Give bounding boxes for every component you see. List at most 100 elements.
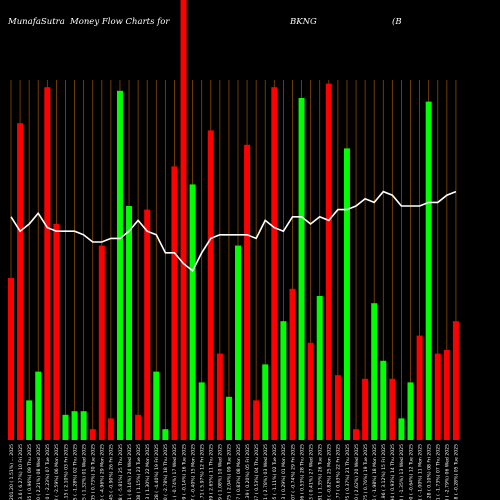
money-flow-bar xyxy=(89,429,96,440)
x-tick-label: 4519.18 ( -0.28%) 05 Tue 2025 xyxy=(454,444,460,500)
money-flow-bar xyxy=(126,206,133,440)
chart-title-site: MunafaSutra xyxy=(7,17,65,27)
money-flow-bar xyxy=(389,378,396,440)
x-tick-label: 4498.77 ( 0.63%) 22 Fri 2025 xyxy=(336,444,342,500)
x-tick-label: 5064.60 ( -2.78%) 18 Thu 2025 xyxy=(163,444,169,500)
money-flow-bar xyxy=(71,411,78,440)
x-tick-label: 0 ( -2.23%) 07 Tue 2025 xyxy=(45,444,51,500)
x-tick-label: 4307.71 ( -1.00%) 11 Mon 2025 xyxy=(417,444,423,500)
money-flow-bar xyxy=(298,98,305,440)
x-axis-tick-labels: 5201.20 ( 1.51%) ... 2025 5303.6 ( 6.27%)… xyxy=(9,444,460,500)
money-flow-bar xyxy=(343,148,350,440)
x-tick-label: 4434.88 ( -2.79%) 06 Wed 2025 xyxy=(445,444,451,500)
money-flow-bar xyxy=(189,184,196,440)
money-flow-bar xyxy=(180,0,187,440)
money-flow-bar xyxy=(53,224,60,440)
chart-title-company: (B xyxy=(392,16,402,27)
x-tick-label: 4280.00 ( -0.64%) 12 Tue 2025 xyxy=(408,444,414,500)
money-flow-bar xyxy=(207,130,214,440)
money-flow-bar xyxy=(198,382,205,440)
x-tick-label: 5141.53 ( 1.30%) 22 Mon 2025 xyxy=(145,444,151,500)
x-tick-label: 4543.23 ( 0.29%) 01 Mon 2025 xyxy=(281,444,287,500)
money-flow-bar xyxy=(17,123,24,440)
chart-title-caption: Money Flow Charts for xyxy=(69,17,170,27)
money-flow-bar xyxy=(362,378,369,440)
money-flow-bar xyxy=(253,400,260,440)
x-tick-label: 4943.09 ( -0.14%) 16 Tue 2025 xyxy=(181,444,187,500)
x-tick-label: 5057.15 ( 2.10%) 03 Fri 2025 xyxy=(63,444,69,500)
x-tick-label: 4988.77 ( -0.40%) 15 Mon 2025 xyxy=(190,444,196,500)
money-flow-bar xyxy=(244,144,251,441)
money-flow-bar xyxy=(443,350,450,440)
money-flow-bar xyxy=(153,371,160,440)
x-tick-label: 4492.95 ( -1.11%) 02 Tue 2025 xyxy=(272,444,278,500)
money-flow-bar xyxy=(144,209,151,440)
x-tick-label: 5077.75 ( 1.32%) 01 Wed 2025 xyxy=(81,444,87,500)
x-tick-label: 5159.61 ( 0.14%) 24 Wed 2025 xyxy=(127,444,133,500)
money-flow-bar xyxy=(262,364,269,440)
money-flow-bar xyxy=(162,429,169,440)
x-tick-label: 4351.28 ( 0.10%) 08 Fri 2025 xyxy=(426,444,432,500)
x-tick-label: 5201.20 ( 1.51%) ... 2025 xyxy=(9,444,15,500)
money-flow-bar xyxy=(98,245,105,440)
money-flow-bar xyxy=(316,296,323,440)
money-flow-bars xyxy=(8,0,459,441)
money-flow-bar xyxy=(35,371,42,440)
money-flow-bar xyxy=(135,414,142,440)
x-tick-label: 4530.07 ( -0.74%) 29 Fri 2025 xyxy=(290,444,296,500)
x-tick-label: 4358.11 ( -1.73%) 07 Thu 2025 xyxy=(436,444,442,500)
x-tick-label: 4785.75 ( 2.04%) 09 Tue 2025 xyxy=(227,444,233,500)
money-flow-bar xyxy=(325,83,332,440)
x-tick-label: 5294.40 ( 2.21%) 08 Wed 2025 xyxy=(36,444,42,500)
x-tick-label: 4307.85 ( -1.98%) 18 Mon 2025 xyxy=(372,444,378,500)
x-tick-label: 4652.39 ( 0.20%) 05 Fri 2025 xyxy=(245,444,251,500)
money-flow-bar xyxy=(398,418,405,440)
money-flow-bar xyxy=(26,400,33,440)
money-flow-bar xyxy=(425,101,432,440)
x-tick-label: 4394.96 ( 3.12%) 15 Fri 2025 xyxy=(381,444,387,500)
money-flow-bar xyxy=(334,375,341,440)
money-flow-bar xyxy=(307,342,314,440)
x-tick-label: 4642.67 ( 0.53%) 04 Thu 2025 xyxy=(254,444,260,500)
x-tick-label: 4761.89 ( 2.65%) 11 Thu 2025 xyxy=(209,444,215,500)
money-flow-bar xyxy=(271,87,278,440)
money-flow-bar xyxy=(62,414,69,440)
money-flow-bar xyxy=(434,353,441,440)
money-flow-bar xyxy=(235,245,241,440)
money-flow-bar xyxy=(452,321,459,440)
x-tick-label: 5303.6 ( 6.27%) 10 Fri 2025 xyxy=(18,444,24,500)
x-tick-label: 4540.23 ( 0.41%) 27 Wed 2025 xyxy=(308,444,314,500)
x-tick-label: 4340.75 ( 0.76%) 19 Tue 2025 xyxy=(363,444,369,500)
money-flow-bar xyxy=(280,321,287,440)
x-tick-label: 4261.94 ( 0.93%) 14 Thu 2025 xyxy=(390,444,396,500)
x-tick-label: 4903.48 ( -5.81%) 25 Thu 2025 xyxy=(118,444,124,500)
x-tick-label: 4461.73 ( -0.82%) 25 Mon 2025 xyxy=(327,444,333,500)
x-tick-label: 4691.07 ( 0.83%) 08 Mon 2025 xyxy=(236,444,242,500)
chart-title-symbol: BKNG xyxy=(289,17,317,27)
x-tick-label: 4470.75 ( 0.37%) 21 Thu 2025 xyxy=(345,444,351,500)
money-flow-bar xyxy=(289,288,296,440)
x-tick-label: 4998.71 ( -0.74%) 17 Wed 2025 xyxy=(172,444,178,500)
x-tick-label: 4617.91 ( 2.78%) 03 Wed 2025 xyxy=(263,444,269,500)
x-tick-label: 5180.52 ( -2.59%) 06 Mon 2025 xyxy=(54,444,60,500)
money-flow-bar xyxy=(380,360,387,440)
x-tick-label: 5033.05 ( 0.73%) 30 Tue 2025 xyxy=(91,444,97,500)
x-tick-label: 4990.55 ( -4.96%) 29 Mon 2025 xyxy=(100,444,106,500)
price-line xyxy=(10,190,457,273)
money-flow-bar xyxy=(353,429,360,440)
x-tick-label: 4750.39 ( 1.08%) 10 Wed 2025 xyxy=(218,444,224,500)
x-tick-label: 5244.65 ( 0.96%) 09 Thu 2025 xyxy=(27,444,33,500)
x-tick-label: 5190.08 ( 1.15%) 23 Tue 2025 xyxy=(136,444,142,500)
x-tick-label: 4521.81 ( 1.35%) 26 Tue 2025 xyxy=(318,444,324,500)
x-tick-label: 5055.28 ( -4.40%) 19 Fri 2025 xyxy=(154,444,160,500)
x-tick-label: 5023.45 ( -0.90%) 26 Fri 2025 xyxy=(109,444,115,500)
x-tick-label: 4905.71 ( 5.97%) 12 Fri 2025 xyxy=(199,444,205,500)
money-flow-bar xyxy=(416,335,423,440)
money-flow-bar xyxy=(407,382,414,440)
money-flow-bar xyxy=(171,166,178,440)
x-tick-label: 5057.15 ( -1.28%) 02 Thu 2025 xyxy=(72,444,78,500)
money-flow-bar xyxy=(116,90,123,441)
money-flow-bar xyxy=(8,278,14,440)
money-flow-bar xyxy=(107,418,114,440)
